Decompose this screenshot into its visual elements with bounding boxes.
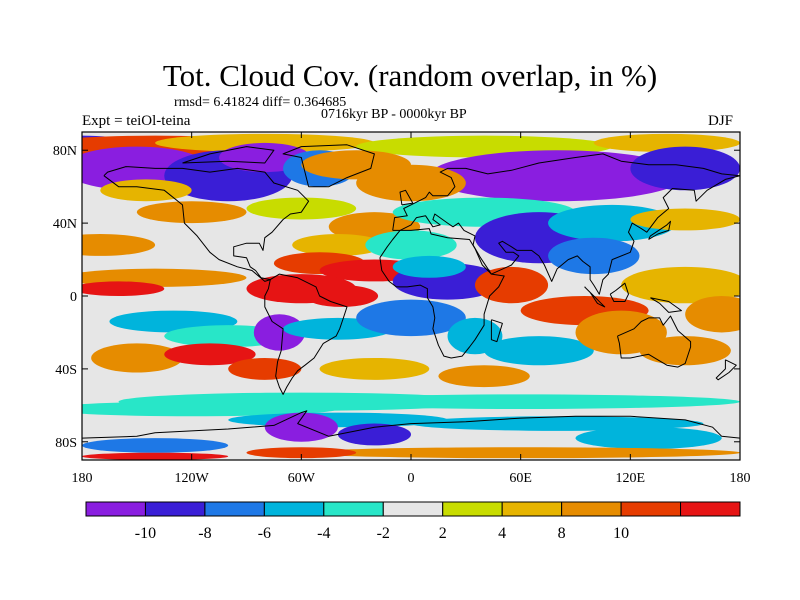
experiment-label: Expt = teiOl-teina [82, 113, 191, 129]
colorbar-box [144, 501, 206, 517]
period-label: 0716kyr BP - 0000kyr BP [321, 107, 467, 122]
lat-tick-label: 40N [53, 217, 77, 232]
colorbar-label: 4 [498, 525, 506, 542]
season-label: DJF [708, 113, 734, 129]
lon-tick-label: 180 [730, 471, 751, 486]
lat-tick-label: 0 [70, 290, 77, 305]
colorbar-box [263, 501, 325, 517]
lon-tick-label: 60E [509, 471, 532, 486]
colorbar-box [620, 501, 682, 517]
colorbar-box [204, 501, 265, 517]
colorbar-box [680, 501, 741, 517]
lon-tick-label: 0 [408, 471, 415, 486]
contour-field [82, 132, 740, 460]
lon-tick-label: 120W [175, 471, 210, 486]
colorbar-label: -4 [317, 525, 330, 542]
colorbar-label: 2 [439, 525, 447, 542]
lon-tick-label: 120E [616, 471, 646, 486]
colorbar-label: -10 [135, 525, 156, 542]
lat-tick-label: 40S [55, 363, 77, 378]
colorbar-box [85, 501, 146, 517]
plot-title: Tot. Cloud Cov. (random overlap, in %) [162, 58, 658, 93]
colorbar-box [442, 501, 503, 517]
colorbar-box [501, 501, 563, 517]
lon-tick-label: 180 [72, 471, 93, 486]
colorbar-label: 10 [613, 525, 629, 542]
lat-tick-label: 80N [53, 144, 77, 159]
lat-tick-label: 80S [55, 436, 77, 451]
colorbar-box [323, 501, 384, 517]
colorbar-box [382, 501, 444, 517]
colorbar-box [561, 501, 622, 517]
colorbar-label: -2 [377, 525, 390, 542]
coastlines [82, 144, 740, 439]
colorbar-label: -6 [258, 525, 271, 542]
lon-tick-label: 60W [288, 471, 316, 486]
stats-line: rmsd= 6.41824 diff= 0.364685 [174, 95, 347, 110]
map-axes: 180 120W 60W 0 60E 120E 180 80N 40N 0 40S 80S [53, 132, 751, 486]
colorbar-label: -8 [198, 525, 211, 542]
colorbar-label: 8 [558, 525, 566, 542]
